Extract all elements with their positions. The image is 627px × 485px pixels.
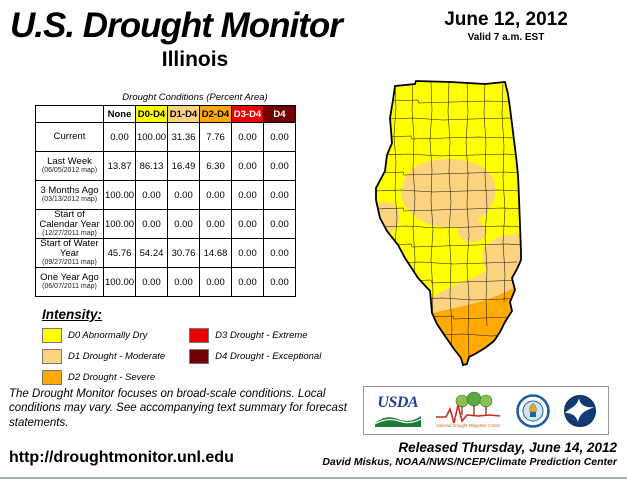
author-credit: David Miskus, NOAA/NWS/NCEP/Climate Pred… (322, 456, 617, 468)
table-row: Start of Water Year (09/27/2011 map) 45.7… (35, 238, 296, 268)
cell: 0.00 (231, 209, 264, 239)
d4-swatch (189, 349, 210, 364)
col-header-d0-d4: D0-D4 (135, 105, 168, 123)
table-header-row: None D0-D4 D1-D4 D2-D4 D3-D4 D4 (35, 105, 296, 123)
table-caption: Drought Conditions (Percent Area) (122, 92, 268, 103)
cell: 14.68 (199, 238, 232, 268)
table-row: 3 Months Ago (03/13/2012 map) 100.00 0.00… (35, 180, 296, 210)
cell: 16.49 (167, 151, 200, 181)
usda-logo-icon: USDA (374, 394, 421, 427)
cell: 0.00 (263, 180, 296, 210)
website-url[interactable]: http://droughtmonitor.unl.edu (9, 449, 234, 466)
col-header-d4: D4 (263, 105, 296, 123)
cell: 0.00 (135, 180, 168, 210)
d2-swatch (42, 370, 62, 385)
ndmc-logo-icon: National Drought Mitigation Center (434, 391, 502, 431)
cell: 0.00 (167, 209, 200, 239)
legend-title: Intensity: (42, 307, 103, 322)
cell: 0.00 (231, 180, 264, 210)
legend-item-d2: D2 Drought - Severe (42, 370, 165, 385)
cell: 0.00 (167, 267, 200, 297)
cell: 0.00 (231, 151, 264, 181)
row-label-start-calendar-year: Start of Calendar Year (12/27/2011 map) (35, 209, 104, 239)
d0-swatch (42, 328, 62, 343)
col-header-d3-d4: D3-D4 (231, 105, 264, 123)
row-label-one-year-ago: One Year Ago (06/07/2011 map) (35, 267, 104, 297)
agency-logos: USDA National Drought Mitigation (363, 386, 609, 435)
table-row: Current 0.00 100.00 31.36 7.76 0.00 0.00 (35, 122, 296, 152)
cell: 30.76 (167, 238, 200, 268)
cell: 0.00 (263, 267, 296, 297)
table-row: Start of Calendar Year (12/27/2011 map) 1… (35, 209, 296, 239)
cell: 0.00 (167, 180, 200, 210)
cell: 100.00 (135, 122, 168, 152)
row-label-start-water-year: Start of Water Year (09/27/2011 map) (35, 238, 104, 268)
valid-time: Valid 7 a.m. EST (467, 32, 545, 43)
commerce-seal-icon (515, 393, 550, 428)
col-header-d2-d4: D2-D4 (199, 105, 232, 123)
report-date: June 12, 2012 (444, 9, 568, 30)
drought-conditions-table: Drought Conditions (Percent Area) None D… (35, 92, 297, 297)
date-block: June 12, 2012 Valid 7 a.m. EST (430, 9, 582, 43)
svg-text:National Drought Mitigation Ce: National Drought Mitigation Center (436, 423, 501, 428)
cell: 0.00 (135, 267, 168, 297)
cell: 100.00 (103, 209, 136, 239)
cell: 0.00 (231, 122, 264, 152)
cell: 0.00 (231, 267, 264, 297)
cell: 0.00 (263, 151, 296, 181)
cell: 0.00 (199, 267, 232, 297)
disclaimer-text: The Drought Monitor focuses on broad-sca… (9, 388, 347, 429)
d1-swatch (42, 349, 62, 364)
cell: 0.00 (103, 122, 136, 152)
illinois-drought-map (373, 80, 523, 370)
release-info: Released Thursday, June 14, 2012 David M… (322, 440, 617, 468)
state-name: Illinois (161, 48, 229, 71)
cell: 0.00 (199, 209, 232, 239)
page-title: U.S. Drought Monitor (10, 6, 343, 45)
cell: 0.00 (199, 180, 232, 210)
legend-item-d3: D3 Drought - Extreme (189, 328, 321, 343)
row-label-last-week: Last Week (06/05/2012 map) (35, 151, 104, 181)
cell: 0.00 (231, 238, 264, 268)
cell: 86.13 (135, 151, 168, 181)
cell: 45.76 (103, 238, 136, 268)
bottom-divider (0, 477, 627, 479)
cell: 54.24 (135, 238, 168, 268)
row-label-3-months-ago: 3 Months Ago (03/13/2012 map) (35, 180, 104, 210)
cell: 0.00 (263, 209, 296, 239)
intensity-legend: Intensity: D0 Abnormally Dry D1 Drought … (42, 307, 321, 385)
cell: 0.00 (135, 209, 168, 239)
col-header-none: None (103, 105, 136, 123)
cell: 0.00 (263, 122, 296, 152)
d3-swatch (189, 328, 210, 343)
table-row: One Year Ago (06/07/2011 map) 100.00 0.00… (35, 267, 296, 297)
noaa-logo-icon (563, 394, 597, 428)
d2-region (429, 284, 521, 365)
table-corner (35, 105, 104, 123)
county-lines (376, 81, 521, 357)
cell: 7.76 (199, 122, 232, 152)
cell: 31.36 (167, 122, 200, 152)
col-header-d1-d4: D1-D4 (167, 105, 200, 123)
cell: 100.00 (103, 267, 136, 297)
cell: 100.00 (103, 180, 136, 210)
legend-item-d1: D1 Drought - Moderate (42, 349, 165, 364)
table-row: Last Week (06/05/2012 map) 13.87 86.13 16… (35, 151, 296, 181)
release-date: Released Thursday, June 14, 2012 (398, 440, 617, 455)
legend-item-d0: D0 Abnormally Dry (42, 328, 165, 343)
cell: 6.30 (199, 151, 232, 181)
legend-item-d4: D4 Drought - Exceptional (189, 349, 321, 364)
row-label-current: Current (35, 122, 104, 152)
cell: 0.00 (263, 238, 296, 268)
cell: 13.87 (103, 151, 136, 181)
